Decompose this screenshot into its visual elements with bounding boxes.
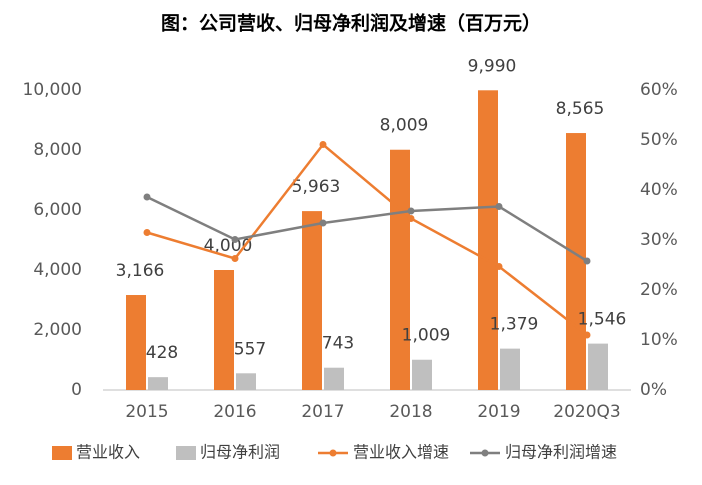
bar (412, 359, 432, 390)
line-point (583, 331, 591, 339)
line-point (231, 255, 239, 262)
y2-tick-label: 60% (640, 80, 678, 100)
legend-label: 归母净利润 (200, 443, 280, 462)
value-label: 8,565 (556, 99, 605, 119)
legend-swatch (52, 446, 72, 460)
y2-tick-label: 30% (640, 230, 678, 250)
y2-tick-label: 10% (640, 330, 678, 350)
value-label: 743 (322, 334, 354, 354)
x-tick-label: 2016 (213, 402, 256, 422)
bar (588, 343, 608, 390)
y-tick-label: 10,000 (23, 80, 82, 100)
x-tick-label: 2019 (477, 402, 520, 422)
legend-swatch (176, 446, 196, 460)
legend-swatch (481, 449, 489, 457)
legend-label: 营业收入 (76, 443, 140, 462)
value-label: 5,963 (292, 177, 341, 197)
legend-label: 归母净利润增速 (505, 443, 617, 462)
value-label: 557 (234, 339, 266, 359)
bar (390, 149, 410, 390)
line-point (407, 207, 415, 215)
y-tick-label: 4,000 (33, 260, 82, 280)
line-series (146, 195, 588, 263)
bar (566, 133, 586, 391)
bar (148, 377, 168, 390)
y-tick-label: 8,000 (33, 140, 82, 160)
y2-tick-label: 0% (640, 380, 667, 400)
line-point (143, 229, 151, 236)
value-label: 3,166 (116, 261, 165, 281)
bar (500, 348, 520, 390)
value-label: 9,990 (468, 56, 517, 76)
line-point (319, 219, 327, 227)
y-tick-label: 0 (71, 380, 82, 400)
bar (126, 295, 146, 390)
legend-swatch (329, 449, 337, 457)
line-point (143, 193, 151, 201)
x-tick-label: 2015 (125, 402, 168, 422)
bar (302, 211, 322, 390)
bar (214, 270, 234, 390)
value-label: 8,009 (380, 116, 429, 136)
line-point (495, 263, 503, 270)
line-point (319, 141, 327, 148)
value-label: 428 (146, 343, 178, 363)
bar (324, 367, 344, 390)
y2-tick-label: 40% (640, 180, 678, 200)
y-tick-label: 2,000 (33, 320, 82, 340)
value-label: 1,009 (402, 326, 451, 346)
line-series (146, 142, 588, 336)
x-tick-label: 2018 (389, 402, 432, 422)
line-point (583, 257, 591, 265)
bar (236, 373, 256, 390)
y2-tick-label: 20% (640, 280, 678, 300)
chart-title: 图：公司营收、归母净利润及增速（百万元） (161, 12, 541, 35)
line-point (231, 236, 239, 243)
value-label: 1,379 (490, 315, 539, 335)
bar (478, 90, 498, 391)
line-point (495, 203, 503, 210)
legend-label: 营业收入增速 (353, 443, 449, 462)
value-label: 1,546 (578, 310, 627, 330)
x-tick-label: 2020Q3 (553, 402, 620, 422)
line-point (407, 215, 415, 222)
y2-tick-label: 50% (640, 130, 678, 150)
x-tick-label: 2017 (301, 402, 344, 422)
y-tick-label: 6,000 (33, 200, 82, 220)
